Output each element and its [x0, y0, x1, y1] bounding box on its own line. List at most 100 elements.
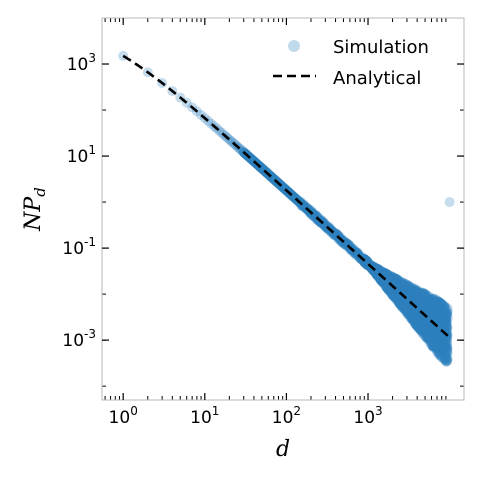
data-point [422, 333, 432, 344]
data-point [440, 301, 451, 312]
data-point [437, 320, 448, 331]
data-point [370, 268, 381, 279]
data-point [404, 293, 415, 304]
data-point [393, 294, 404, 305]
data-point [417, 291, 428, 302]
data-point [414, 323, 425, 334]
data-point [429, 301, 440, 312]
data-point [392, 274, 403, 285]
data-point [428, 298, 439, 309]
data-point [412, 311, 423, 322]
data-point [440, 356, 451, 367]
data-point [409, 314, 420, 325]
data-point [440, 346, 451, 357]
data-point [431, 342, 442, 353]
data-point [441, 309, 452, 320]
data-point [440, 316, 451, 327]
data-point [413, 286, 424, 297]
data-point [378, 270, 389, 281]
data-point [429, 310, 440, 321]
data-point [378, 276, 389, 287]
data-point [421, 317, 432, 328]
data-point [395, 298, 406, 309]
data-point [393, 294, 404, 305]
data-point [427, 319, 438, 330]
data-point [370, 267, 381, 278]
data-point [439, 312, 450, 323]
data-point [412, 301, 423, 312]
data-point [413, 301, 424, 312]
data-point [404, 309, 415, 320]
data-point [428, 297, 439, 308]
data-point [411, 320, 422, 331]
data-point [421, 304, 432, 315]
data-point [433, 325, 444, 336]
data-point [435, 335, 446, 346]
data-point [442, 346, 453, 357]
data-point [427, 308, 438, 319]
data-point [394, 296, 405, 307]
data-point [437, 340, 448, 351]
data-point [408, 316, 419, 327]
data-point [437, 317, 448, 328]
data-point [434, 344, 445, 355]
data-point [419, 329, 430, 340]
data-point [387, 288, 398, 299]
data-point [379, 277, 390, 288]
data-point [429, 326, 440, 337]
data-point [433, 325, 444, 336]
data-point [372, 264, 383, 275]
data-point [393, 281, 404, 292]
data-point [405, 304, 416, 315]
data-point [435, 336, 446, 347]
data-point [420, 302, 431, 313]
data-point [431, 324, 442, 335]
data-point [382, 273, 393, 284]
data-point [404, 285, 415, 296]
data-point [409, 314, 420, 325]
data-point [400, 284, 411, 295]
data-point [416, 322, 427, 333]
data-point [374, 266, 385, 277]
data-point [417, 305, 428, 316]
data-point [410, 289, 421, 300]
data-point [415, 292, 426, 303]
data-point [415, 321, 426, 332]
data-point [409, 283, 420, 294]
data-point [402, 296, 413, 307]
data-point [402, 308, 413, 319]
data-point [384, 281, 395, 292]
data-point [425, 326, 436, 337]
data-point [432, 329, 443, 340]
data-point [435, 317, 446, 328]
data-point [381, 277, 392, 288]
data-point [433, 313, 444, 324]
data-point [438, 353, 449, 364]
data-point [378, 270, 389, 281]
data-point [436, 333, 447, 344]
data-point [436, 345, 447, 356]
data-point [416, 297, 427, 308]
data-point [391, 293, 402, 304]
data-point [410, 307, 421, 318]
data-point [440, 307, 451, 318]
data-point [414, 322, 425, 333]
data-point [362, 259, 373, 270]
data-point [415, 298, 426, 309]
data-point [382, 274, 393, 285]
data-point [429, 300, 440, 311]
data-point [402, 308, 413, 319]
data-point [423, 306, 434, 317]
data-point [392, 288, 403, 299]
data-point [400, 300, 411, 311]
data-point [405, 305, 416, 316]
data-point [369, 262, 380, 273]
data-point [444, 197, 455, 208]
data-point [396, 301, 407, 312]
data-point [400, 295, 411, 306]
data-point [388, 291, 399, 302]
data-point [441, 310, 452, 321]
data-point [419, 291, 430, 302]
data-point [384, 270, 395, 281]
